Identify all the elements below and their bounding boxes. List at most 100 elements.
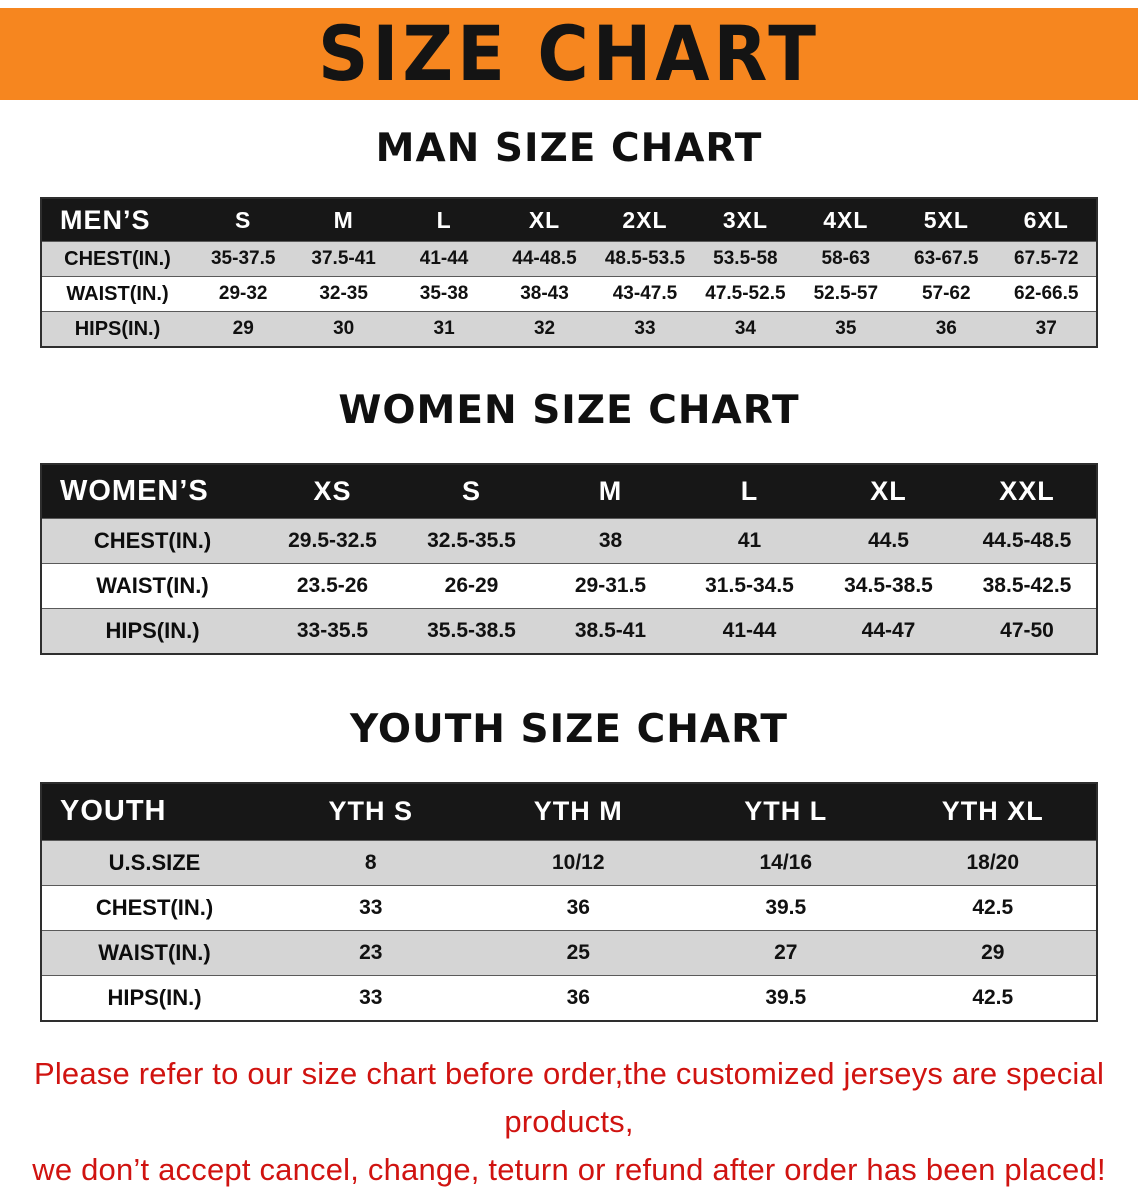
- measurement-value-cell: 44-48.5: [494, 241, 595, 278]
- measurement-value-cell: 31: [393, 311, 495, 348]
- size-column-header: XL: [819, 463, 958, 520]
- measurement-value-cell: 39.5: [682, 885, 890, 932]
- size-column-header: S: [402, 463, 541, 520]
- size-column-header: XL: [494, 197, 595, 243]
- size-column-header: 6XL: [996, 197, 1097, 243]
- row-label-cell: HIPS(IN.): [41, 608, 263, 655]
- order-notice: Please refer to our size chart before or…: [0, 1050, 1138, 1194]
- measurement-row: HIPS(IN.) 29 30 31 32 33 34 35 36 37: [41, 311, 1097, 348]
- measurement-value-cell: 38.5-41: [541, 608, 680, 655]
- size-column-header: 5XL: [896, 197, 997, 243]
- measurement-value-cell: 62-66.5: [996, 276, 1097, 313]
- table-title-cell: YOUTH: [41, 782, 267, 842]
- measurement-value-cell: 25: [474, 930, 682, 977]
- measurement-value-cell: 34: [695, 311, 796, 348]
- measurement-value-cell: 41-44: [393, 241, 495, 278]
- measurement-row: U.S.SIZE 8 10/12 14/16 18/20: [41, 840, 1097, 887]
- youth-section-heading: YOUTH SIZE CHART: [350, 706, 788, 752]
- measurement-value-cell: 43-47.5: [594, 276, 696, 313]
- measurement-value-cell: 37: [996, 311, 1097, 348]
- measurement-row: CHEST(IN.) 33 36 39.5 42.5: [41, 885, 1097, 932]
- size-column-header: XXL: [958, 463, 1097, 520]
- size-column-header: 4XL: [795, 197, 897, 243]
- measurement-value-cell: 41-44: [680, 608, 819, 655]
- measurement-value-cell: 32-35: [293, 276, 394, 313]
- measurement-value-cell: 53.5-58: [695, 241, 796, 278]
- notice-line-1: Please refer to our size chart before or…: [33, 1055, 1105, 1139]
- measurement-value-cell: 32.5-35.5: [402, 518, 541, 565]
- measurement-value-cell: 63-67.5: [896, 241, 997, 278]
- size-column-header: M: [541, 463, 680, 520]
- measurement-value-cell: 47-50: [958, 608, 1097, 655]
- measurement-value-cell: 30: [293, 311, 394, 348]
- men-size-section: MAN SIZE CHART MEN’S S M L XL 2XL 3XL 4XL 5XL 6XL…: [0, 126, 1138, 348]
- measurement-value-cell: 44.5-48.5: [958, 518, 1097, 565]
- men-section-heading: MAN SIZE CHART: [375, 126, 763, 171]
- measurement-value-cell: 39.5: [682, 975, 890, 1022]
- measurement-value-cell: 26-29: [402, 563, 541, 610]
- measurement-value-cell: 23: [267, 930, 475, 977]
- measurement-row: WAIST(IN.) 29-32 32-35 35-38 38-43 43-47.5 47.…: [41, 276, 1097, 313]
- measurement-value-cell: 35-37.5: [193, 241, 294, 278]
- women-section-heading: WOMEN SIZE CHART: [338, 387, 800, 433]
- measurement-row: HIPS(IN.) 33 36 39.5 42.5: [41, 975, 1097, 1022]
- row-label-cell: WAIST(IN.): [41, 563, 263, 610]
- measurement-value-cell: 41: [680, 518, 819, 565]
- measurement-value-cell: 44-47: [819, 608, 958, 655]
- measurement-value-cell: 47.5-52.5: [695, 276, 796, 313]
- measurement-value-cell: 8: [267, 840, 475, 887]
- measurement-value-cell: 36: [474, 975, 682, 1022]
- size-column-header: XS: [263, 463, 402, 520]
- measurement-value-cell: 38-43: [494, 276, 595, 313]
- size-column-header: L: [680, 463, 819, 520]
- measurement-value-cell: 38: [541, 518, 680, 565]
- measurement-value-cell: 35.5-38.5: [402, 608, 541, 655]
- size-column-header: 2XL: [594, 197, 696, 243]
- measurement-value-cell: 29.5-32.5: [263, 518, 402, 565]
- title-banner: SIZE CHART: [0, 8, 1138, 100]
- size-column-header: YTH XL: [889, 782, 1097, 842]
- table-title-cell: MEN’S: [41, 197, 193, 243]
- measurement-value-cell: 52.5-57: [795, 276, 897, 313]
- measurement-value-cell: 42.5: [889, 885, 1097, 932]
- women-size-section: WOMEN SIZE CHART WOMEN’S XS S M L XL XXL CHEST(…: [0, 387, 1138, 655]
- measurement-row: CHEST(IN.) 35-37.5 37.5-41 41-44 44-48.5 48.5…: [41, 241, 1097, 278]
- youth-size-section: YOUTH SIZE CHART YOUTH YTH S YTH M YTH L YTH…: [0, 706, 1138, 1022]
- notice-line-2: we don’t accept cancel, change, teturn o…: [32, 1151, 1106, 1187]
- measurement-value-cell: 57-62: [896, 276, 997, 313]
- measurement-value-cell: 29: [193, 311, 294, 348]
- women-size-table: WOMEN’S XS S M L XL XXL CHEST(IN.) 29.5-32.5 32.5…: [40, 462, 1098, 655]
- table-header-row: MEN’S S M L XL 2XL 3XL 4XL 5XL 6XL: [41, 197, 1097, 243]
- page-title: SIZE CHART: [317, 9, 821, 99]
- measurement-value-cell: 42.5: [889, 975, 1097, 1022]
- measurement-value-cell: 34.5-38.5: [819, 563, 958, 610]
- row-label-cell: WAIST(IN.): [41, 930, 267, 977]
- measurement-value-cell: 35: [795, 311, 897, 348]
- size-column-header: YTH S: [267, 782, 475, 842]
- measurement-value-cell: 29-31.5: [541, 563, 680, 610]
- measurement-value-cell: 35-38: [393, 276, 495, 313]
- size-column-header: L: [393, 197, 495, 243]
- measurement-value-cell: 23.5-26: [263, 563, 402, 610]
- measurement-value-cell: 31.5-34.5: [680, 563, 819, 610]
- measurement-value-cell: 33-35.5: [263, 608, 402, 655]
- row-label-cell: U.S.SIZE: [41, 840, 267, 887]
- measurement-value-cell: 33: [267, 885, 475, 932]
- table-header-row: WOMEN’S XS S M L XL XXL: [41, 463, 1097, 520]
- measurement-row: WAIST(IN.) 23.5-26 26-29 29-31.5 31.5-34.5 34…: [41, 563, 1097, 610]
- row-label-cell: CHEST(IN.): [41, 518, 263, 565]
- row-label-cell: CHEST(IN.): [41, 241, 193, 278]
- measurement-value-cell: 29-32: [193, 276, 294, 313]
- measurement-value-cell: 33: [267, 975, 475, 1022]
- size-column-header: YTH L: [682, 782, 890, 842]
- size-column-header: 3XL: [695, 197, 796, 243]
- men-size-table: MEN’S S M L XL 2XL 3XL 4XL 5XL 6XL CHEST(IN.) 35-37…: [40, 196, 1098, 348]
- measurement-value-cell: 29: [889, 930, 1097, 977]
- measurement-value-cell: 48.5-53.5: [594, 241, 696, 278]
- measurement-value-cell: 14/16: [682, 840, 890, 887]
- measurement-value-cell: 33: [594, 311, 696, 348]
- row-label-cell: HIPS(IN.): [41, 975, 267, 1022]
- measurement-value-cell: 18/20: [889, 840, 1097, 887]
- measurement-value-cell: 32: [494, 311, 595, 348]
